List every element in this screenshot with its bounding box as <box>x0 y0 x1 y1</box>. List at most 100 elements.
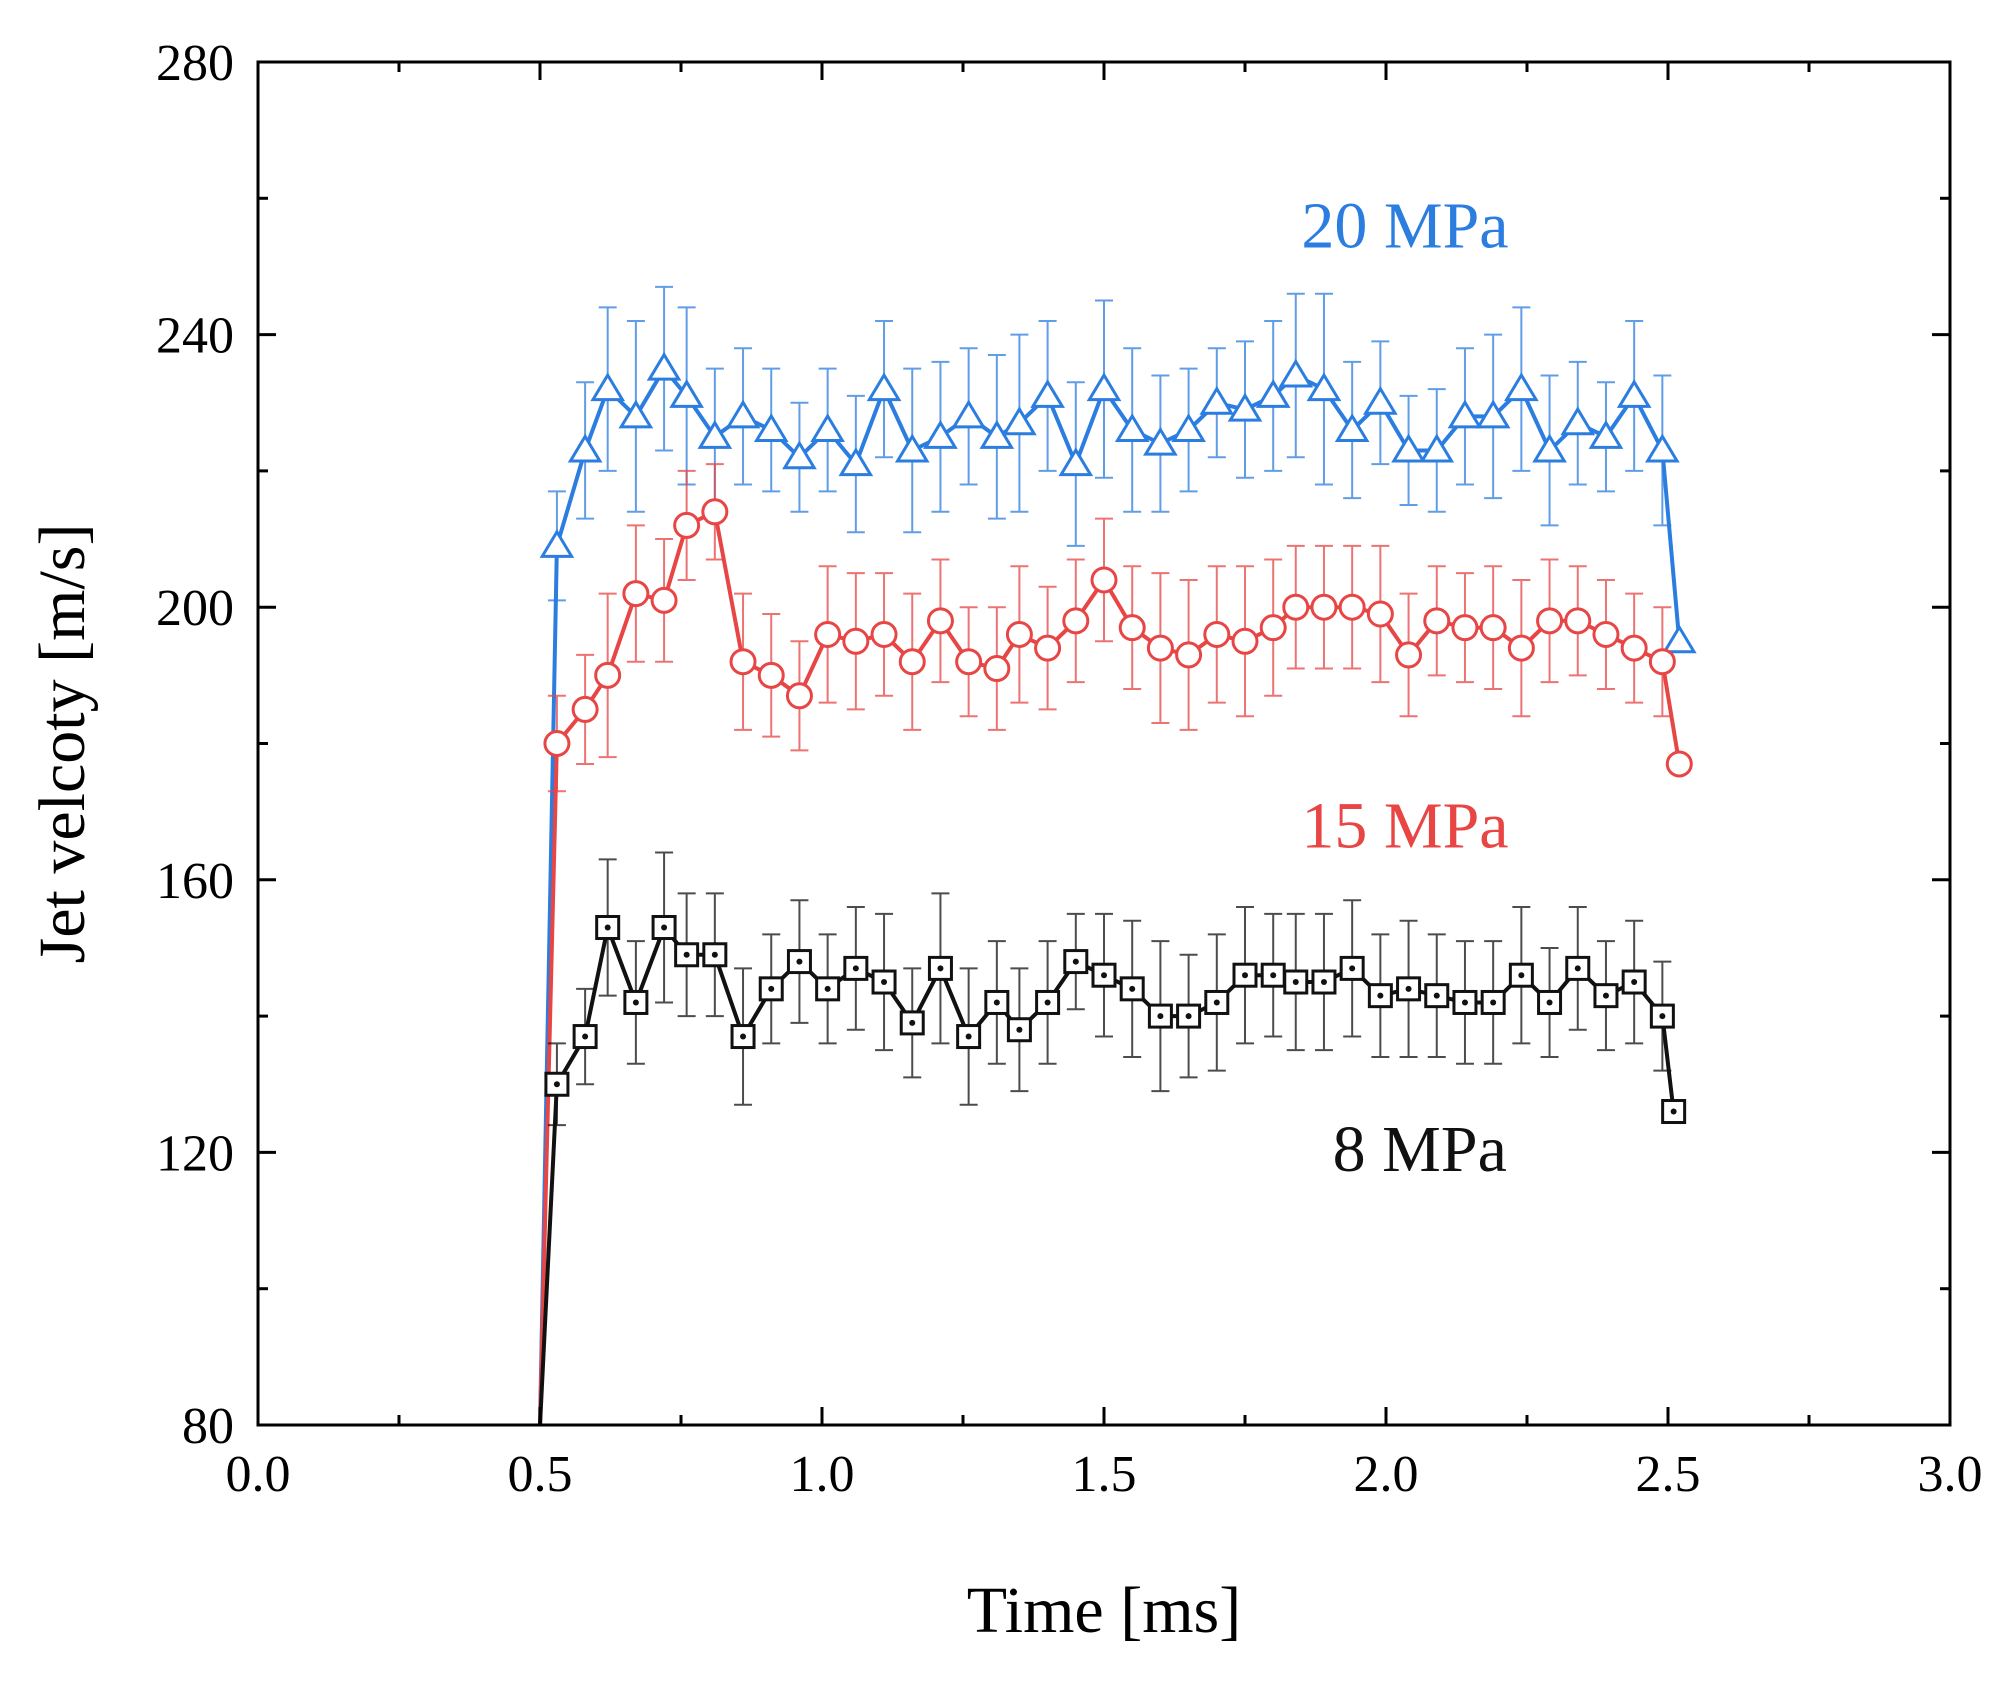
data-point <box>1310 593 1338 621</box>
data-point <box>1532 433 1567 463</box>
data-point-dot <box>993 999 1000 1006</box>
x-tick-label: 1.5 <box>1072 1446 1137 1503</box>
y-tick-label: 80 <box>182 1398 234 1455</box>
data-point <box>1620 634 1648 662</box>
data-point-dot <box>1461 999 1468 1006</box>
data-point <box>1475 399 1511 429</box>
plot-clipped-group <box>538 285 1697 1425</box>
data-point-dot <box>1518 972 1525 979</box>
data-point <box>622 580 650 608</box>
series-label-15mpa: 15 MPa <box>1301 789 1508 862</box>
data-point <box>1338 593 1366 621</box>
data-point <box>594 661 622 689</box>
data-point <box>757 661 785 689</box>
data-point <box>894 433 930 463</box>
series-20-mpa <box>538 285 1697 1425</box>
data-point-dot <box>632 999 639 1006</box>
data-point <box>1278 358 1314 388</box>
series-label-20mpa: 20 MPa <box>1301 190 1508 263</box>
series-15-mpa <box>538 463 1693 1425</box>
data-point <box>1536 607 1564 635</box>
data-point <box>1090 566 1118 594</box>
x-tick-label: 0.5 <box>508 1446 573 1503</box>
x-tick-label: 0.0 <box>226 1446 291 1503</box>
data-point <box>1114 413 1150 443</box>
data-point <box>543 730 571 757</box>
data-point <box>1363 385 1398 415</box>
data-point-dot <box>1659 1013 1666 1020</box>
data-point-dot <box>1670 1108 1677 1115</box>
data-point <box>1255 379 1291 408</box>
data-point-dot <box>1631 979 1638 986</box>
data-point-dot <box>909 1019 916 1026</box>
labels: Time [ms] Jet velcoty [m/s] 20 MPa 15 MP… <box>26 190 1509 1647</box>
data-point-dot <box>553 1081 560 1088</box>
data-point <box>1447 399 1483 429</box>
data-point-dot <box>1490 999 1497 1006</box>
y-tick-label: 200 <box>156 580 234 637</box>
data-point <box>1231 627 1259 655</box>
data-point-dot <box>582 1033 589 1040</box>
data-point <box>1645 433 1680 463</box>
data-point-dot <box>937 965 944 972</box>
data-point-dot <box>1129 985 1136 992</box>
data-point <box>866 372 902 402</box>
data-point <box>1034 634 1062 662</box>
data-point-dot <box>1349 965 1356 972</box>
data-point-dot <box>881 979 888 986</box>
series-line <box>538 366 1682 1425</box>
y-axis-title: Jet velcoty [m/s] <box>26 524 99 964</box>
x-tick-label: 2.0 <box>1354 1446 1419 1503</box>
data-point <box>870 620 898 648</box>
data-point-dot <box>1574 965 1581 972</box>
data-point <box>926 607 954 635</box>
data-point-dot <box>768 985 775 992</box>
x-axis-title: Time [ms] <box>967 1574 1241 1647</box>
data-point-dot <box>1044 999 1051 1006</box>
data-point <box>1118 614 1146 642</box>
data-point <box>1058 447 1094 477</box>
data-point <box>1507 634 1535 662</box>
x-tick-label: 2.5 <box>1636 1446 1701 1503</box>
data-point-dot <box>661 924 668 931</box>
data-point <box>567 433 603 463</box>
data-point <box>1661 624 1697 654</box>
data-point <box>1564 607 1592 635</box>
y-tick-label: 160 <box>156 853 234 910</box>
data-point <box>1366 600 1394 628</box>
data-point-dot <box>1185 1013 1192 1020</box>
data-point-dot <box>1433 992 1440 999</box>
data-point <box>983 655 1011 683</box>
data-point <box>1282 593 1310 621</box>
data-point <box>1648 648 1676 676</box>
data-point-dot <box>824 985 831 992</box>
data-point <box>782 440 817 470</box>
data-point-dot <box>683 951 690 958</box>
data-point <box>955 648 983 676</box>
data-point <box>539 528 575 558</box>
data-point-dot <box>1270 972 1277 979</box>
data-point <box>814 620 842 648</box>
data-point <box>1005 620 1033 648</box>
data-point <box>673 511 701 539</box>
data-point <box>1665 750 1693 778</box>
data-point <box>1086 372 1122 402</box>
x-tick-label: 1.0 <box>790 1446 855 1503</box>
y-tick-label: 120 <box>156 1125 234 1182</box>
data-point <box>1030 379 1065 408</box>
data-point <box>838 447 874 477</box>
data-point <box>571 695 599 723</box>
y-tick-label: 240 <box>156 308 234 365</box>
data-point <box>1391 433 1426 463</box>
data-point <box>753 413 789 443</box>
data-point <box>646 351 682 381</box>
data-point <box>1616 379 1652 408</box>
data-point <box>1395 641 1423 669</box>
data-point <box>785 682 813 710</box>
data-point <box>1146 634 1174 662</box>
x-tick-label: 3.0 <box>1918 1446 1983 1503</box>
data-point <box>1171 413 1206 443</box>
data-point-dot <box>1405 985 1412 992</box>
data-point-dot <box>796 958 803 965</box>
data-point <box>725 399 761 429</box>
